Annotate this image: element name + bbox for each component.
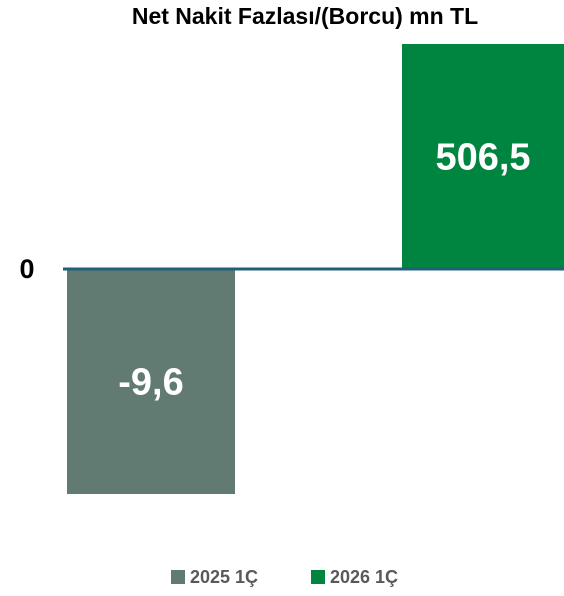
legend-label: 2026 1Ç (330, 567, 398, 587)
legend-swatch (171, 570, 185, 584)
y-tick-label: 0 (19, 254, 34, 284)
bar (402, 44, 564, 269)
value-label: 506,5 (435, 137, 530, 179)
chart-title: Net Nakit Fazlası/(Borcu) mn TL (132, 3, 478, 29)
legend-swatch (311, 570, 325, 584)
bar (67, 269, 235, 494)
legend-label: 2025 1Ç (190, 567, 258, 587)
value-label: -9,6 (118, 362, 183, 404)
